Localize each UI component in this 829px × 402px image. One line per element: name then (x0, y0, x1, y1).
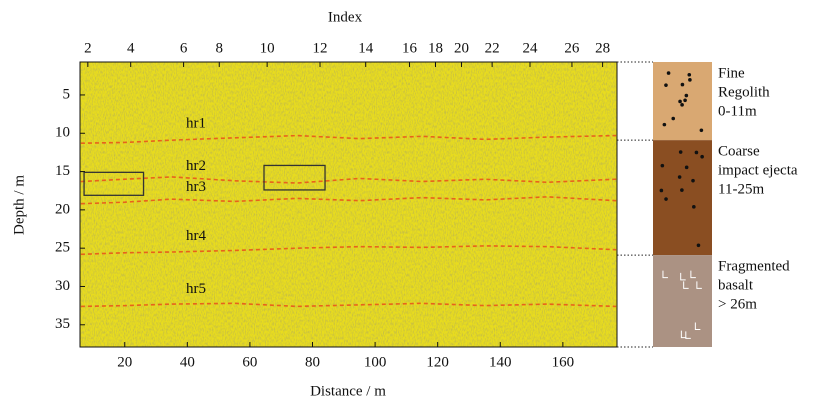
y-tick-label: 5 (63, 86, 71, 102)
strata-symbol (662, 122, 667, 127)
plot-frame (79, 61, 618, 348)
top-tick-label: 12 (313, 40, 328, 56)
x-axis-title: Distance / m (310, 383, 386, 399)
horizon-line (80, 176, 617, 184)
x-tick-label: 80 (305, 354, 320, 370)
strata-label: Coarse (718, 144, 760, 160)
strata-symbol (694, 150, 699, 155)
x-tick-label: 60 (242, 354, 257, 370)
top-tick-label: 22 (485, 40, 500, 56)
strata-symbol (683, 98, 687, 103)
x-tick-label: 100 (364, 354, 387, 370)
strata-label: impact ejecta (718, 163, 798, 179)
strata-symbol (683, 281, 689, 289)
strata-symbol (688, 78, 692, 82)
top-tick-label: 6 (180, 40, 188, 56)
strata-symbol (685, 331, 691, 339)
strata-symbol (678, 150, 683, 154)
strata-symbol (660, 163, 665, 168)
strata-symbol (671, 116, 676, 121)
strata-symbol (664, 83, 668, 87)
top-tick-label: 28 (595, 40, 610, 56)
strata-label: Regolith (718, 84, 770, 100)
strata-label: 11-25m (718, 182, 764, 198)
strata-symbol (677, 175, 682, 179)
strata-symbol (700, 154, 704, 159)
strata-symbol (699, 128, 704, 133)
strata-label: 0-11m (718, 103, 757, 119)
strata-symbol (680, 330, 687, 339)
y-tick-label: 20 (55, 201, 70, 217)
strata-layer (653, 140, 712, 256)
strata-symbol (684, 93, 689, 98)
horizon-label: hr2 (186, 158, 206, 174)
highlight-box (83, 171, 145, 196)
horizon-label: hr3 (186, 179, 206, 195)
top-tick-label: 24 (523, 40, 539, 56)
top-tick-label: 20 (454, 40, 469, 56)
top-tick-label: 8 (216, 40, 224, 56)
y-tick-label: 15 (55, 163, 70, 179)
strata-layer (653, 255, 712, 347)
strata-symbol (690, 270, 696, 279)
horizon-line (80, 196, 617, 205)
top-tick-label: 18 (428, 40, 443, 56)
top-tick-label: 26 (564, 40, 580, 56)
x-tick-label: 140 (489, 354, 512, 370)
strata-symbol (692, 205, 696, 209)
horizon-label: hr1 (186, 115, 206, 131)
strata-symbol (664, 197, 668, 201)
y-tick-label: 35 (55, 316, 70, 332)
top-tick-label: 14 (358, 40, 374, 56)
strata-symbol (678, 99, 682, 104)
strata-symbol (659, 188, 664, 193)
strata-symbol (680, 188, 684, 192)
strata-symbol (662, 270, 668, 279)
strata-symbol (696, 281, 702, 289)
strata-symbol (684, 165, 689, 170)
top-tick-label: 4 (127, 40, 135, 56)
strata-label: Fine (718, 65, 745, 81)
y-tick-label: 25 (55, 240, 70, 256)
strata-label: Fragmented (718, 259, 790, 275)
x-tick-label: 40 (180, 354, 195, 370)
radargram-noise (80, 62, 617, 347)
horizon-label: hr4 (186, 228, 206, 244)
x-tick-label: 120 (426, 354, 449, 370)
strata-label: > 26m (718, 297, 757, 313)
top-axis-title: Index (328, 9, 363, 25)
strata-layer (653, 62, 712, 141)
top-tick-label: 16 (402, 40, 418, 56)
highlight-box (263, 164, 326, 191)
top-tick-label: 2 (84, 40, 92, 56)
strata-label: basalt (718, 278, 754, 294)
horizon-line (80, 134, 617, 145)
strata-symbol (696, 243, 701, 248)
x-tick-label: 160 (552, 354, 575, 370)
horizon-label: hr5 (186, 281, 206, 297)
y-tick-label: 30 (55, 278, 70, 294)
y-axis-title: Depth / m (11, 175, 27, 235)
strata-symbol (680, 272, 686, 281)
strata-symbol (680, 82, 685, 87)
horizon-line (80, 302, 617, 308)
strata-symbol (694, 322, 701, 330)
horizon-line (80, 245, 617, 256)
strata-symbol (680, 103, 684, 107)
strata-symbol (691, 178, 695, 183)
strata-symbol (687, 72, 692, 77)
strata-symbol (666, 71, 671, 75)
top-tick-label: 10 (260, 40, 275, 56)
y-tick-label: 10 (55, 125, 70, 141)
x-tick-label: 20 (117, 354, 132, 370)
